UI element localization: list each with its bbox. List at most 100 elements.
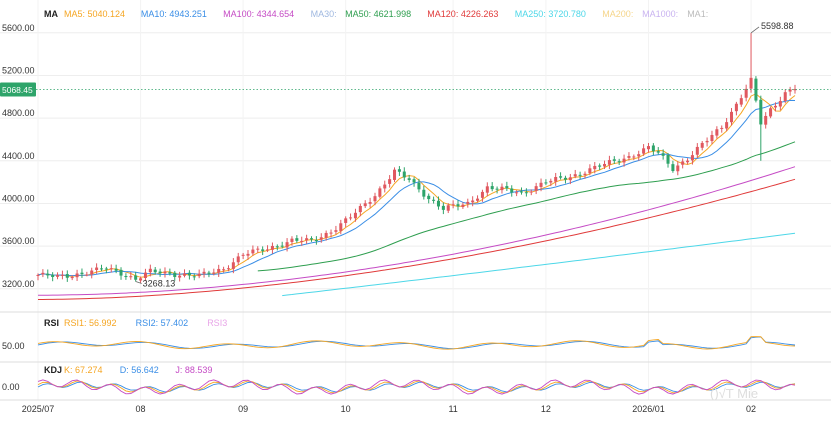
candle	[309, 236, 314, 242]
candle-body	[407, 178, 411, 180]
candle	[192, 273, 196, 281]
candle-body	[427, 195, 431, 200]
candle	[432, 196, 436, 204]
candle	[261, 246, 265, 256]
candle	[476, 195, 480, 203]
candle-body	[642, 148, 646, 154]
candle	[588, 164, 592, 176]
candle-body	[231, 262, 235, 269]
candle-body	[324, 232, 328, 238]
candle	[646, 142, 650, 153]
kdj-d-line	[37, 381, 796, 393]
candle	[593, 162, 597, 174]
candle	[119, 267, 123, 280]
candle	[461, 202, 465, 209]
candle	[598, 163, 602, 171]
candle-body	[725, 122, 729, 129]
y-tick-label: 4800.00	[2, 108, 35, 118]
candle-body	[212, 272, 216, 274]
candle	[456, 200, 460, 211]
candle-body	[490, 186, 494, 190]
candle	[583, 171, 587, 179]
candle-body	[36, 274, 40, 276]
kdj-legend-item: KDJ	[44, 365, 62, 375]
candle-body	[153, 269, 157, 273]
candle	[651, 143, 655, 156]
candle-body	[183, 273, 187, 276]
candle-body	[373, 196, 377, 202]
candle-body	[529, 191, 533, 193]
candle	[764, 112, 768, 129]
candle-body	[637, 154, 641, 157]
candle	[700, 141, 704, 151]
candle-body	[109, 268, 113, 270]
ma-legend-item: MA1000:	[642, 9, 678, 19]
candle	[143, 268, 147, 282]
candle	[231, 258, 235, 274]
candle-body	[261, 249, 265, 251]
candle	[603, 160, 607, 170]
kdj-legend-item: K: 67.274	[64, 365, 103, 375]
ma100-line	[38, 166, 796, 296]
x-tick-label: 09	[238, 404, 248, 414]
candle-body	[705, 140, 709, 143]
candle-body	[778, 101, 782, 107]
candle	[642, 144, 646, 156]
high-marker-line	[750, 26, 760, 34]
candle-body	[393, 169, 397, 180]
candle	[393, 167, 397, 183]
candle	[388, 175, 392, 188]
high-label: 5598.88	[761, 21, 794, 31]
candle	[773, 102, 777, 112]
candle-body	[217, 268, 221, 273]
candle-body	[524, 192, 528, 194]
candle-body	[588, 168, 592, 174]
ma10-line	[37, 99, 796, 277]
candle	[573, 169, 577, 179]
y-tick-label: 4400.00	[2, 151, 35, 161]
candle-body	[554, 176, 558, 182]
candle	[495, 186, 499, 194]
candle	[412, 177, 416, 187]
rsi-legend-item: RSI1: 56.992	[64, 318, 117, 328]
candle	[139, 276, 143, 284]
candle	[236, 252, 240, 266]
candle-body	[241, 254, 245, 256]
candle	[734, 101, 738, 116]
candle-body	[246, 253, 250, 256]
candle-body	[143, 272, 147, 279]
candle-body	[476, 198, 480, 201]
candle	[56, 272, 60, 280]
candles[interactable]	[36, 32, 797, 284]
candle-body	[549, 180, 553, 183]
candle-body	[339, 223, 343, 231]
candle	[173, 270, 177, 281]
candle	[300, 236, 304, 246]
x-tick-label: 12	[541, 404, 551, 414]
candle-body	[534, 186, 538, 191]
rsi-legend-item: RSI2: 57.402	[136, 318, 189, 328]
candle-body	[158, 271, 162, 274]
candle	[329, 229, 333, 238]
candle	[270, 242, 274, 254]
candle	[749, 32, 753, 93]
candle	[720, 125, 724, 133]
ma-legend-item: MA120: 4226.263	[427, 9, 498, 19]
candle-body	[344, 218, 348, 223]
x-tick-label: 10	[341, 404, 351, 414]
candle	[46, 269, 50, 279]
candle-body	[485, 186, 489, 193]
x-tick-label: 2026/01	[632, 404, 665, 414]
candle-body	[41, 272, 45, 275]
low-marker-line	[135, 281, 142, 284]
candle-body	[598, 165, 602, 167]
candle-body	[51, 274, 55, 278]
candle-body	[148, 268, 152, 273]
candle-body	[187, 272, 191, 276]
candle-body	[270, 245, 274, 250]
candle	[41, 269, 45, 278]
candle	[690, 151, 694, 165]
candle	[187, 270, 191, 280]
